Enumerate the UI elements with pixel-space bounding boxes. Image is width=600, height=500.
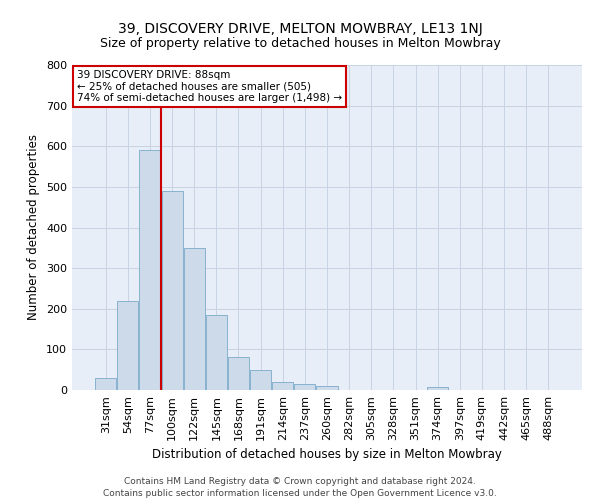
Bar <box>206 315 227 390</box>
Bar <box>139 150 160 390</box>
Bar <box>295 384 316 390</box>
Text: 39, DISCOVERY DRIVE, MELTON MOWBRAY, LE13 1NJ: 39, DISCOVERY DRIVE, MELTON MOWBRAY, LE1… <box>118 22 482 36</box>
Bar <box>95 378 116 390</box>
Bar <box>250 370 271 390</box>
Bar <box>184 248 205 390</box>
Bar <box>118 300 139 390</box>
Bar <box>427 387 448 390</box>
Bar <box>316 386 338 390</box>
Y-axis label: Number of detached properties: Number of detached properties <box>28 134 40 320</box>
Bar <box>272 382 293 390</box>
X-axis label: Distribution of detached houses by size in Melton Mowbray: Distribution of detached houses by size … <box>152 448 502 462</box>
Bar <box>228 356 249 390</box>
Text: Contains HM Land Registry data © Crown copyright and database right 2024.
Contai: Contains HM Land Registry data © Crown c… <box>103 476 497 498</box>
Text: Size of property relative to detached houses in Melton Mowbray: Size of property relative to detached ho… <box>100 38 500 51</box>
Text: 39 DISCOVERY DRIVE: 88sqm
← 25% of detached houses are smaller (505)
74% of semi: 39 DISCOVERY DRIVE: 88sqm ← 25% of detac… <box>77 70 342 103</box>
Bar <box>161 191 182 390</box>
